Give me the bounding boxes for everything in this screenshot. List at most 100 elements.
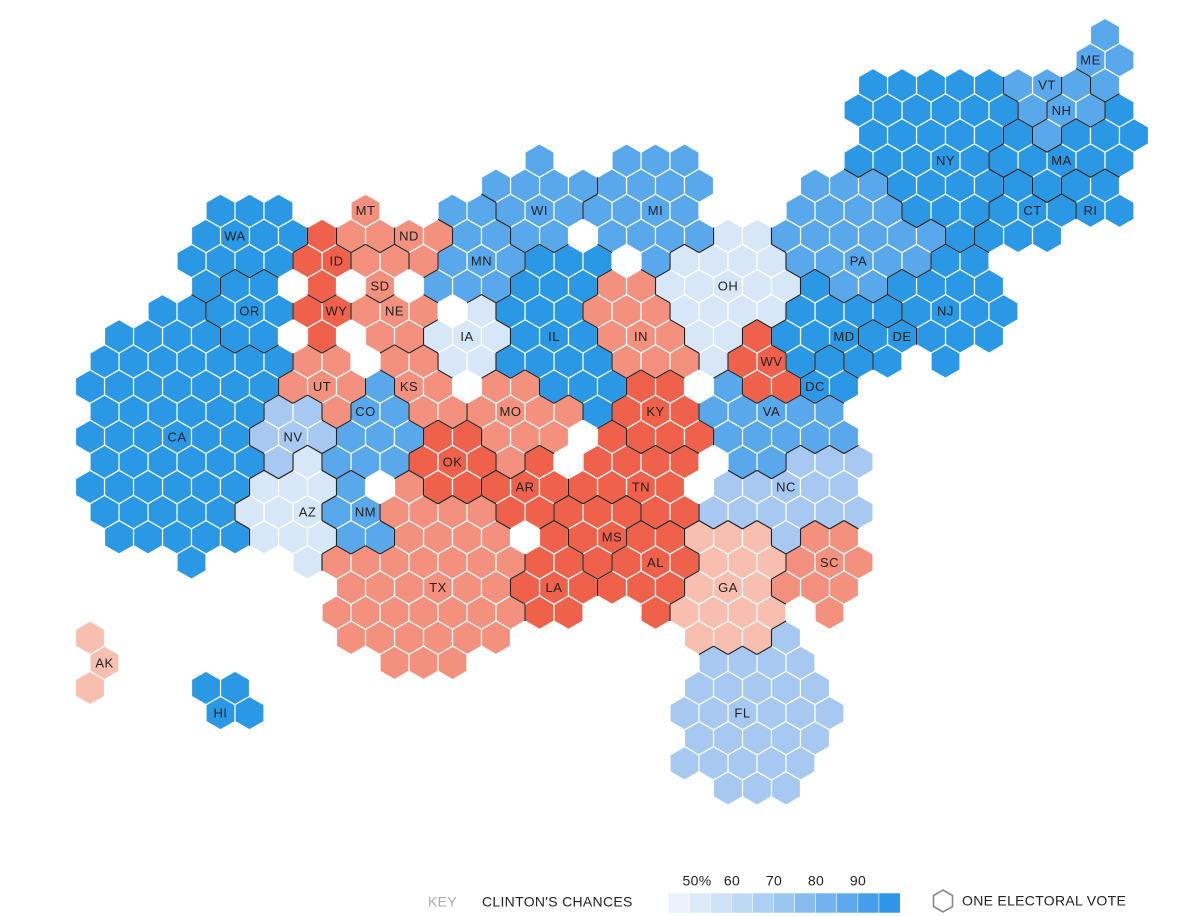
state-border — [930, 243, 946, 254]
state-border — [1017, 118, 1033, 128]
state-border — [597, 494, 613, 505]
state-border — [524, 444, 540, 455]
state-border — [655, 369, 671, 379]
state-label: RI — [1084, 203, 1098, 218]
state-border — [379, 545, 395, 555]
state-border — [510, 570, 526, 580]
state-border — [771, 570, 787, 580]
state-border — [669, 243, 685, 254]
state-border — [437, 494, 453, 505]
state-border — [495, 293, 511, 304]
hex — [524, 143, 555, 178]
state-border — [727, 645, 743, 656]
key-swatch — [878, 892, 901, 914]
state-border — [771, 545, 787, 555]
state-border — [408, 344, 424, 354]
state-border — [321, 469, 337, 480]
state-border — [1075, 168, 1091, 178]
state-border — [263, 344, 279, 354]
hex — [205, 193, 236, 229]
key-swatch — [709, 892, 732, 914]
state-label: MA — [1051, 153, 1072, 168]
state-border — [887, 193, 903, 203]
state-border — [394, 243, 410, 254]
key-swatch — [857, 892, 880, 914]
state-border — [597, 344, 613, 354]
state-border — [698, 645, 714, 656]
state-border — [553, 520, 569, 530]
state-label: NJ — [937, 304, 954, 319]
state-border — [655, 293, 671, 304]
hex — [814, 595, 845, 631]
state-border — [452, 494, 468, 505]
state-border — [321, 344, 337, 354]
state-border — [336, 545, 352, 555]
state-border — [495, 369, 511, 379]
state-border — [626, 444, 642, 455]
state-border — [437, 243, 453, 254]
state-border — [452, 419, 468, 429]
key-tick-label: 50% — [683, 873, 712, 889]
state-border — [321, 444, 337, 455]
state-border — [829, 394, 845, 404]
state-border — [1090, 168, 1106, 178]
state-border — [495, 469, 511, 480]
state-border — [234, 268, 250, 279]
state-border — [843, 520, 859, 530]
key-swatch — [730, 892, 753, 914]
state-border — [1104, 168, 1120, 178]
state-border — [771, 319, 787, 329]
state-border — [1090, 118, 1106, 128]
state-label: TN — [632, 480, 650, 495]
state-border — [249, 419, 265, 429]
state-label: WY — [326, 304, 348, 319]
state-border — [408, 444, 424, 455]
state-border — [263, 268, 279, 279]
state-border — [423, 494, 439, 505]
state-border — [481, 444, 497, 455]
state-label: OH — [718, 279, 739, 294]
state-border — [1061, 168, 1077, 178]
state-border — [785, 444, 801, 455]
state-border — [771, 595, 787, 605]
state-border — [800, 520, 816, 530]
state-border — [437, 218, 453, 229]
state-label: FL — [734, 706, 750, 721]
key-tick-label: 70 — [766, 873, 782, 889]
state-border — [321, 293, 337, 304]
state-border — [292, 243, 308, 254]
state-border — [669, 444, 685, 455]
state-border — [553, 494, 569, 505]
state-label: MN — [471, 253, 492, 268]
state-label: MT — [356, 203, 376, 218]
key-swatch — [815, 892, 838, 914]
state-border — [307, 394, 323, 404]
state-border — [640, 369, 656, 379]
state-border — [321, 494, 337, 505]
state-border — [307, 444, 323, 455]
state-border — [234, 520, 250, 530]
state-border — [321, 419, 337, 429]
state-border — [814, 444, 830, 455]
state-border — [408, 419, 424, 429]
state-border — [901, 268, 917, 279]
state-border — [553, 243, 569, 254]
hex — [437, 645, 468, 681]
state-border — [698, 243, 714, 254]
state-border — [350, 545, 366, 555]
state-border — [785, 394, 801, 404]
state-label: UT — [313, 379, 331, 394]
state-border — [771, 469, 787, 480]
state-border — [263, 394, 279, 404]
state-border — [785, 268, 801, 279]
state-border — [684, 243, 700, 254]
state-label: AK — [95, 655, 113, 670]
state-border — [423, 419, 439, 429]
state-border — [539, 520, 555, 530]
state-border — [336, 469, 352, 480]
state-border — [872, 293, 888, 304]
state-border — [1032, 143, 1048, 153]
state-border — [887, 319, 903, 329]
state-border — [988, 143, 1004, 153]
